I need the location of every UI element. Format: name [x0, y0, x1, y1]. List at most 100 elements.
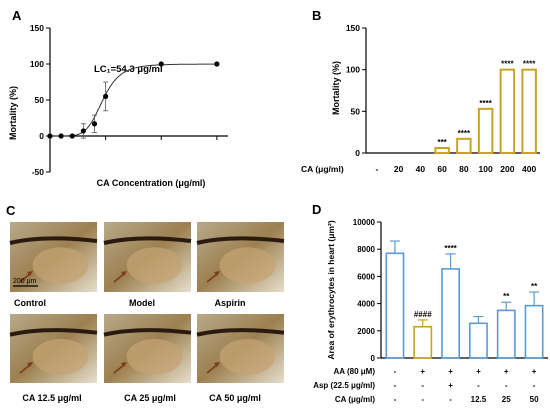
y-tick-label: 0 [371, 354, 376, 363]
photo-label: CA 50 μg/ml [209, 393, 261, 403]
annotation-lc1: LC₁=54.3 μg/ml [94, 64, 163, 75]
treatment-cell: - [394, 367, 397, 376]
bar [477, 107, 494, 155]
arrow-head-icon [214, 362, 220, 367]
x-tick-label: 60 [437, 164, 447, 174]
treatment-cell: + [504, 367, 509, 376]
treatment-row-label: Asp (22.5 μg/ml) [313, 381, 375, 390]
bar [385, 252, 405, 359]
bar [468, 322, 488, 359]
y-tick-label: 150 [30, 23, 44, 33]
treatment-cell: + [420, 367, 425, 376]
yolk-region [219, 247, 276, 284]
treatment-row-label: AA (80 μM) [334, 367, 376, 376]
photo-label: Aspirin [214, 298, 245, 308]
treatment-cell: 25 [502, 395, 511, 404]
significance-label: **** [523, 60, 536, 69]
treatment-cell: + [476, 367, 481, 376]
panel-d: D Area of erythrocytes in heart (μm²) 0 2… [312, 202, 548, 404]
vessel [196, 328, 285, 337]
bar [434, 147, 450, 154]
y-tick-label: 4000 [357, 300, 375, 309]
data-point [214, 61, 220, 67]
panel-b: B Mortality (%) CA (μg/ml) 0 50 100 150 - 20 4… [301, 8, 540, 174]
y-tick-label: 0 [355, 148, 360, 158]
significance-label: **** [458, 129, 471, 138]
scale-bar-label: 200 μm [13, 278, 37, 285]
yolk-region [32, 247, 89, 284]
x-tick-label: - [375, 164, 378, 174]
panel-label-d: D [312, 202, 321, 217]
y-tick-label: 0 [39, 131, 44, 141]
y-tick-label: 10000 [353, 218, 376, 227]
panel-label-c: C [6, 203, 16, 218]
plot-area: ####******** [385, 240, 544, 359]
fit-curve [50, 63, 217, 137]
y-tick-label: 6000 [357, 272, 375, 281]
y-tick-label: 150 [346, 23, 360, 33]
bar [413, 325, 433, 359]
x-tick-label: 200 [500, 164, 514, 174]
vessel [9, 236, 98, 245]
treatment-cell: - [421, 381, 424, 390]
significance-label: ** [503, 292, 510, 301]
panel-label-a: A [12, 8, 22, 23]
x-tick-label: 20 [394, 164, 404, 174]
significance-label: **** [479, 99, 492, 108]
data-point [103, 93, 109, 99]
treatment-cell: - [449, 395, 452, 404]
treatment-table: AA (80 μM) - + + + + + Asp (22.5 μg/ml) - - + - - - CA… [313, 367, 539, 404]
data-point [91, 121, 98, 127]
treatment-cell: - [477, 381, 480, 390]
axes: 0 50 100 150 - 20 40 60 80 100 200 400 [346, 23, 540, 174]
vessel [103, 236, 192, 245]
significance-label: #### [414, 310, 432, 319]
significance-label: **** [501, 60, 514, 69]
panel-label-b: B [312, 8, 321, 23]
bar [521, 68, 537, 154]
significance-label: **** [444, 244, 457, 253]
x-tick-label: 100 [479, 164, 493, 174]
data-point [69, 133, 75, 139]
significance-label: *** [437, 138, 447, 147]
x-tick-label: 40 [416, 164, 426, 174]
treatment-cell: - [533, 381, 536, 390]
data-point [58, 133, 64, 139]
y-tick-label: 8000 [357, 245, 375, 254]
panel-a: A LC₁=54.3 μg/ml Mortality (%) CA Concen… [8, 8, 228, 188]
data-point [47, 133, 53, 139]
vessel [196, 236, 285, 245]
significance-label: ** [531, 282, 538, 291]
axes: 0 2000 4000 6000 8000 10000 [353, 218, 548, 363]
x-tick-label: 400 [522, 164, 536, 174]
arrow-head-icon [121, 362, 127, 367]
bar [441, 268, 461, 359]
treatment-cell: - [394, 395, 397, 404]
treatment-row-label: CA (μg/ml) [335, 395, 375, 404]
bar [524, 304, 544, 359]
y-axis-label: Area of erythrocytes in heart (μm²) [326, 220, 336, 360]
treatment-cell: + [448, 381, 453, 390]
treatment-cell: + [532, 367, 537, 376]
arrow-head-icon [27, 362, 33, 367]
yolk-region [126, 338, 183, 375]
arrow-head-icon [121, 271, 127, 276]
bar [499, 68, 516, 154]
photo-grid: Control Model Aspirin CA 12.5 μg/ml CA 25 μg… [9, 222, 285, 403]
photo-label: Control [14, 298, 46, 308]
arrow-head-icon [27, 271, 33, 276]
treatment-cell: - [394, 381, 397, 390]
treatment-cell: 50 [530, 395, 539, 404]
plot-area: *************** **** [434, 60, 537, 155]
arrow-head-icon [214, 271, 220, 276]
plot-area [47, 61, 220, 139]
yolk-region [32, 338, 89, 375]
yolk-region [219, 338, 276, 375]
treatment-cell: - [421, 395, 424, 404]
y-tick-label: 100 [346, 65, 360, 75]
bar [456, 137, 472, 154]
vessel [9, 328, 98, 337]
y-tick-label: 50 [35, 95, 45, 105]
photo-label: Model [129, 298, 155, 308]
treatment-cell: + [448, 367, 453, 376]
